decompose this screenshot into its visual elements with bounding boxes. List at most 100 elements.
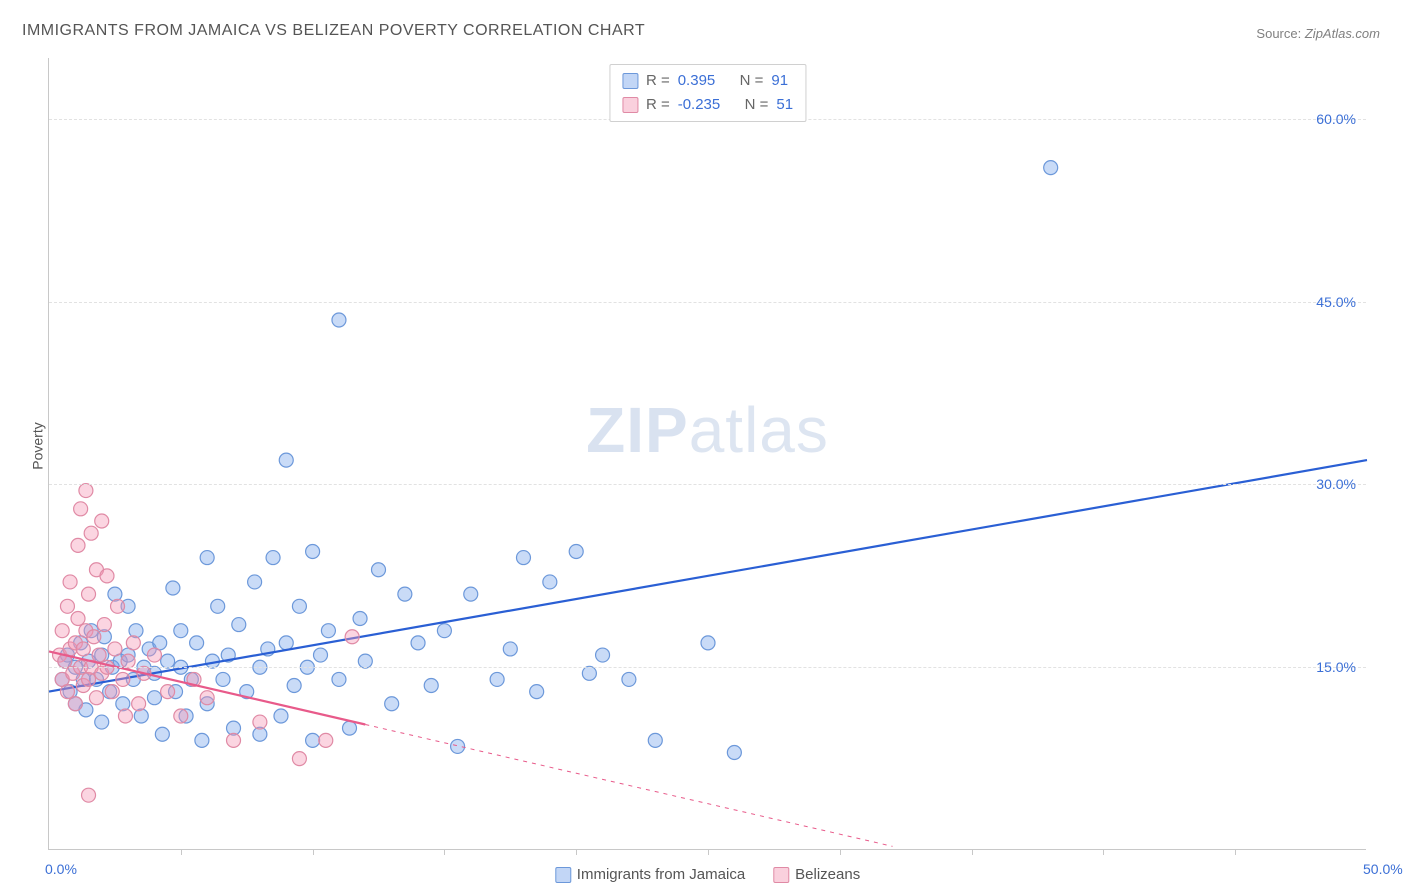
- data-point: [121, 654, 135, 668]
- y-tick-label: 30.0%: [1316, 476, 1356, 492]
- data-point: [332, 672, 346, 686]
- data-point: [71, 611, 85, 625]
- legend-series: Immigrants from Jamaica Belizeans: [555, 866, 860, 883]
- swatch-blue: [622, 73, 638, 89]
- data-point: [248, 575, 262, 589]
- n-label: N =: [740, 69, 764, 93]
- source-label: Source:: [1256, 26, 1301, 41]
- data-point: [701, 636, 715, 650]
- x-tick: [444, 849, 445, 855]
- data-point: [126, 636, 140, 650]
- data-point: [216, 672, 230, 686]
- data-point: [648, 733, 662, 747]
- data-point: [155, 727, 169, 741]
- data-point: [116, 697, 130, 711]
- data-point: [108, 642, 122, 656]
- n-label: N =: [745, 93, 769, 117]
- x-tick: [313, 849, 314, 855]
- data-point: [287, 679, 301, 693]
- data-point: [332, 313, 346, 327]
- data-point: [82, 672, 96, 686]
- data-point: [727, 746, 741, 760]
- x-tick: [181, 849, 182, 855]
- data-point: [132, 697, 146, 711]
- y-tick-label: 60.0%: [1316, 111, 1356, 127]
- data-point: [530, 685, 544, 699]
- legend-stats-row-0: R = 0.395 N = 91: [622, 69, 793, 93]
- data-point: [60, 599, 74, 613]
- legend-label-0: Immigrants from Jamaica: [577, 866, 745, 883]
- data-point: [118, 709, 132, 723]
- data-point: [55, 624, 69, 638]
- data-point: [82, 587, 96, 601]
- data-point: [343, 721, 357, 735]
- source-name: ZipAtlas.com: [1305, 26, 1380, 41]
- data-point: [451, 739, 465, 753]
- data-point: [166, 581, 180, 595]
- legend-stats: R = 0.395 N = 91 R = -0.235 N = 51: [609, 64, 806, 122]
- data-point: [147, 648, 161, 662]
- data-point: [306, 544, 320, 558]
- data-point: [100, 569, 114, 583]
- data-point: [569, 544, 583, 558]
- data-point: [195, 733, 209, 747]
- data-point: [92, 648, 106, 662]
- r-label: R =: [646, 93, 670, 117]
- data-point: [74, 502, 88, 516]
- data-point: [71, 538, 85, 552]
- data-point: [147, 691, 161, 705]
- data-point: [385, 697, 399, 711]
- x-tick: [576, 849, 577, 855]
- n-value-0: 91: [771, 69, 788, 93]
- legend-item-0: Immigrants from Jamaica: [555, 866, 745, 883]
- data-point: [464, 587, 478, 601]
- n-value-1: 51: [776, 93, 793, 117]
- grid-line: [49, 484, 1366, 485]
- x-tick: [840, 849, 841, 855]
- data-point: [82, 788, 96, 802]
- data-point: [89, 691, 103, 705]
- data-point: [596, 648, 610, 662]
- data-point: [97, 618, 111, 632]
- data-point: [372, 563, 386, 577]
- data-point: [79, 484, 93, 498]
- x-tick: [1103, 849, 1104, 855]
- data-point: [200, 691, 214, 705]
- data-point: [398, 587, 412, 601]
- y-tick-label: 15.0%: [1316, 659, 1356, 675]
- data-point: [68, 697, 82, 711]
- y-tick-label: 45.0%: [1316, 294, 1356, 310]
- data-point: [190, 636, 204, 650]
- r-value-0: 0.395: [678, 69, 716, 93]
- r-label: R =: [646, 69, 670, 93]
- data-point: [279, 636, 293, 650]
- data-point: [134, 709, 148, 723]
- data-point: [314, 648, 328, 662]
- data-point: [306, 733, 320, 747]
- data-point: [84, 526, 98, 540]
- data-point: [174, 709, 188, 723]
- grid-line: [49, 302, 1366, 303]
- data-point: [111, 599, 125, 613]
- data-point: [232, 618, 246, 632]
- page-title: IMMIGRANTS FROM JAMAICA VS BELIZEAN POVE…: [22, 22, 645, 40]
- data-point: [200, 551, 214, 565]
- data-point: [63, 575, 77, 589]
- data-point: [116, 672, 130, 686]
- data-point: [1044, 161, 1058, 175]
- data-point: [321, 624, 335, 638]
- data-point: [582, 666, 596, 680]
- r-value-1: -0.235: [678, 93, 721, 117]
- legend-item-1: Belizeans: [773, 866, 860, 883]
- x-tick: [708, 849, 709, 855]
- x-tick: [972, 849, 973, 855]
- data-point: [129, 624, 143, 638]
- data-point: [503, 642, 517, 656]
- swatch-pink: [773, 867, 789, 883]
- data-point: [266, 551, 280, 565]
- grid-line: [49, 667, 1366, 668]
- trend-line-dashed: [365, 724, 892, 846]
- data-point: [227, 733, 241, 747]
- data-point: [358, 654, 372, 668]
- source-credit: Source: ZipAtlas.com: [1256, 26, 1380, 41]
